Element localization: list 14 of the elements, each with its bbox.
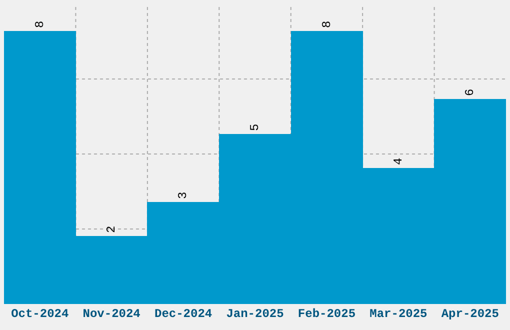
- data-label: 3: [176, 192, 190, 199]
- x-tick-label: Apr-2025: [441, 307, 499, 321]
- x-tick-label: Nov-2024: [82, 307, 140, 321]
- data-label: 8: [33, 20, 47, 28]
- x-tick-label: Dec-2024: [154, 307, 212, 321]
- x-tick-label: Feb-2025: [298, 307, 356, 321]
- x-tick-label: Oct-2024: [11, 307, 69, 321]
- data-label: 4: [392, 158, 406, 165]
- data-label: 6: [463, 88, 477, 96]
- data-label: 8: [320, 20, 334, 28]
- data-label: 2: [104, 226, 118, 233]
- data-label: 5: [248, 124, 262, 131]
- x-tick-label: Mar-2025: [370, 307, 428, 321]
- x-tick-label: Jan-2025: [226, 307, 284, 321]
